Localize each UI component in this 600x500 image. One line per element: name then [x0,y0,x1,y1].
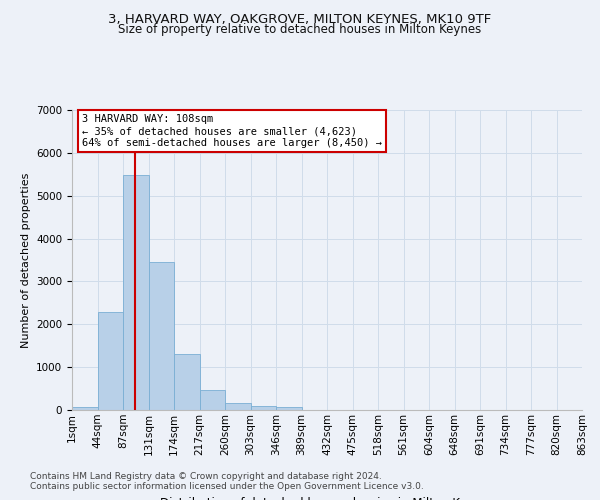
Bar [123,175,149,410]
Text: Contains public sector information licensed under the Open Government Licence v3: Contains public sector information licen… [30,482,424,491]
Bar [174,354,199,410]
Bar [72,406,97,410]
Bar [97,312,123,410]
Text: 3, HARVARD WAY, OAKGROVE, MILTON KEYNES, MK10 9TF: 3, HARVARD WAY, OAKGROVE, MILTON KEYNES,… [109,12,491,26]
Text: Contains HM Land Registry data © Crown copyright and database right 2024.: Contains HM Land Registry data © Crown c… [30,472,382,481]
Text: Size of property relative to detached houses in Milton Keynes: Size of property relative to detached ho… [118,24,482,36]
X-axis label: Distribution of detached houses by size in Milton Keynes: Distribution of detached houses by size … [160,496,494,500]
Bar [276,408,302,410]
Y-axis label: Number of detached properties: Number of detached properties [20,172,31,348]
Bar [225,403,251,410]
Bar [199,390,225,410]
Bar [149,262,174,410]
Bar [251,406,276,410]
Text: 3 HARVARD WAY: 108sqm
← 35% of detached houses are smaller (4,623)
64% of semi-d: 3 HARVARD WAY: 108sqm ← 35% of detached … [82,114,382,148]
